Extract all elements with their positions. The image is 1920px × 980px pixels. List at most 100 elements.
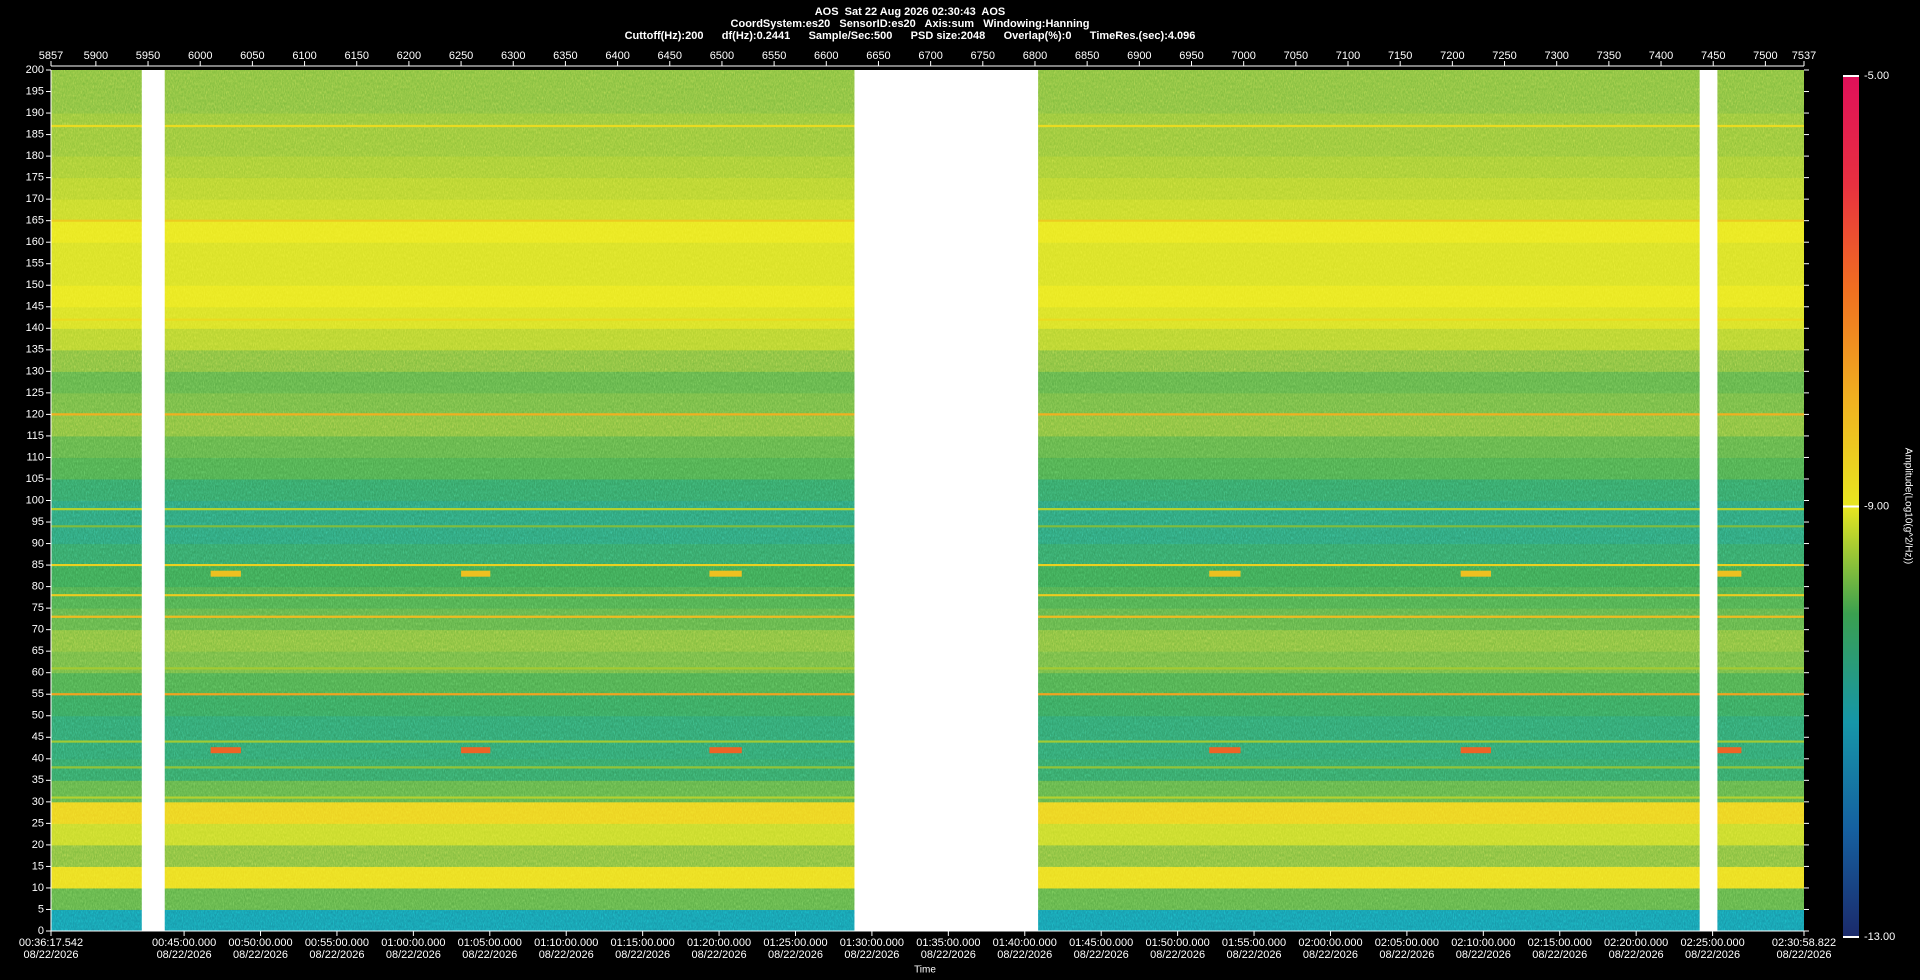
burst bbox=[1460, 747, 1491, 754]
time-tick-date: 08/22/2026 bbox=[1150, 949, 1205, 961]
time-tick-date: 08/22/2026 bbox=[615, 949, 670, 961]
x-tick-label: 6950 bbox=[1179, 50, 1203, 62]
x-tick-label: 6800 bbox=[1023, 50, 1047, 62]
x-tick-label: 6050 bbox=[240, 50, 264, 62]
y-tick-label: 140 bbox=[26, 322, 44, 334]
y-tick-label: 70 bbox=[32, 624, 44, 636]
y-tick-label: 55 bbox=[32, 688, 44, 700]
time-tick-date: 08/22/2026 bbox=[1532, 949, 1587, 961]
y-tick-label: 175 bbox=[26, 172, 44, 184]
burst bbox=[210, 570, 241, 577]
y-tick-label: 130 bbox=[26, 365, 44, 377]
y-tick-label: 165 bbox=[26, 215, 44, 227]
time-tick-date: 08/22/2026 bbox=[23, 949, 78, 961]
y-tick-label: 170 bbox=[26, 193, 44, 205]
x-tick-label: 5950 bbox=[136, 50, 160, 62]
x-tick-label: 7200 bbox=[1440, 50, 1464, 62]
x-tick-label: 7500 bbox=[1753, 50, 1777, 62]
time-tick-label: 02:30:58.822 bbox=[1772, 937, 1836, 949]
burst bbox=[709, 747, 742, 754]
time-tick-label: 01:20:00.000 bbox=[687, 937, 751, 949]
y-tick-label: 40 bbox=[32, 753, 44, 765]
data-gap bbox=[1699, 70, 1718, 931]
x-tick-label: 7000 bbox=[1231, 50, 1255, 62]
x-tick-label: 6600 bbox=[814, 50, 838, 62]
burst bbox=[1209, 570, 1241, 577]
time-tick-date: 08/22/2026 bbox=[1227, 949, 1282, 961]
time-tick-date: 08/22/2026 bbox=[539, 949, 594, 961]
y-tick-label: 105 bbox=[26, 473, 44, 485]
x-tick-label: 7300 bbox=[1544, 50, 1568, 62]
y-tick-label: 185 bbox=[26, 128, 44, 140]
time-tick-label: 02:20:00.000 bbox=[1604, 937, 1668, 949]
time-tick-label: 01:55:00.000 bbox=[1222, 937, 1286, 949]
y-tick-label: 100 bbox=[26, 494, 44, 506]
time-tick-label: 00:45:00.000 bbox=[152, 937, 216, 949]
y-tick-label: 115 bbox=[26, 430, 44, 442]
time-tick-label: 01:45:00.000 bbox=[1069, 937, 1133, 949]
data-gap bbox=[141, 70, 165, 931]
time-tick-date: 08/22/2026 bbox=[233, 949, 288, 961]
x-axis-label: Time bbox=[914, 965, 936, 976]
time-tick-date: 08/22/2026 bbox=[462, 949, 517, 961]
x-tick-label: 6650 bbox=[866, 50, 890, 62]
y-tick-label: 145 bbox=[26, 301, 44, 313]
y-tick-label: 95 bbox=[32, 516, 44, 528]
colorbar-tick-label: -5.00 bbox=[1864, 70, 1889, 82]
time-tick-label: 01:40:00.000 bbox=[993, 937, 1057, 949]
time-tick-label: 02:15:00.000 bbox=[1528, 937, 1592, 949]
burst bbox=[1460, 570, 1491, 577]
y-tick-label: 10 bbox=[32, 882, 44, 894]
x-tick-label: 6900 bbox=[1127, 50, 1151, 62]
x-tick-label: 7050 bbox=[1284, 50, 1308, 62]
x-tick-label: 7537 bbox=[1792, 50, 1816, 62]
time-tick-date: 08/22/2026 bbox=[309, 949, 364, 961]
x-tick-label: 7150 bbox=[1388, 50, 1412, 62]
x-tick-label: 6350 bbox=[553, 50, 577, 62]
y-tick-label: 160 bbox=[26, 236, 44, 248]
time-tick-date: 08/22/2026 bbox=[692, 949, 747, 961]
y-tick-label: 85 bbox=[32, 559, 44, 571]
x-tick-label: 6700 bbox=[918, 50, 942, 62]
y-tick-label: 155 bbox=[26, 258, 44, 270]
time-tick-label: 00:55:00.000 bbox=[305, 937, 369, 949]
burst bbox=[709, 570, 742, 577]
time-tick-label: 00:36:17.542 bbox=[19, 937, 83, 949]
x-tick-label: 7350 bbox=[1597, 50, 1621, 62]
time-tick-label: 01:30:00.000 bbox=[840, 937, 904, 949]
colorbar-tick-label: -9.00 bbox=[1864, 500, 1889, 512]
x-tick-label: 6000 bbox=[188, 50, 212, 62]
plot-area bbox=[51, 70, 1804, 932]
burst bbox=[461, 570, 491, 577]
chart-title: AOS Sat 22 Aug 2026 02:30:43 AOS bbox=[815, 6, 1006, 18]
x-tick-label: 6500 bbox=[710, 50, 734, 62]
y-tick-label: 135 bbox=[26, 344, 44, 356]
y-tick-label: 125 bbox=[26, 387, 44, 399]
time-tick-date: 08/22/2026 bbox=[844, 949, 899, 961]
x-tick-label: 7100 bbox=[1336, 50, 1360, 62]
y-tick-label: 120 bbox=[26, 408, 44, 420]
time-tick-date: 08/22/2026 bbox=[1303, 949, 1358, 961]
y-tick-label: 90 bbox=[32, 537, 44, 549]
x-tick-label: 6450 bbox=[658, 50, 682, 62]
x-tick-label: 6200 bbox=[397, 50, 421, 62]
y-tick-label: 75 bbox=[32, 602, 44, 614]
chart-subtitle: Cuttoff(Hz):200 df(Hz):0.2441 Sample/Sec… bbox=[625, 30, 1196, 42]
x-tick-label: 5857 bbox=[39, 50, 63, 62]
data-gap bbox=[854, 70, 1039, 931]
time-tick-date: 08/22/2026 bbox=[1074, 949, 1129, 961]
x-tick-label: 6550 bbox=[762, 50, 786, 62]
burst bbox=[461, 747, 491, 754]
x-tick-label: 6300 bbox=[501, 50, 525, 62]
time-tick-label: 02:05:00.000 bbox=[1375, 937, 1439, 949]
axes: 0 5 10 15 20 25 30 35 40 45 50 55 60 65 70 75 80 85 90 95 10… bbox=[19, 50, 1913, 961]
time-tick-label: 01:10:00.000 bbox=[534, 937, 598, 949]
time-tick-date: 08/22/2026 bbox=[157, 949, 212, 961]
x-tick-label: 6400 bbox=[605, 50, 629, 62]
y-tick-label: 15 bbox=[32, 860, 44, 872]
x-tick-label: 7400 bbox=[1649, 50, 1673, 62]
y-tick-label: 60 bbox=[32, 667, 44, 679]
x-tick-label: 7250 bbox=[1492, 50, 1516, 62]
